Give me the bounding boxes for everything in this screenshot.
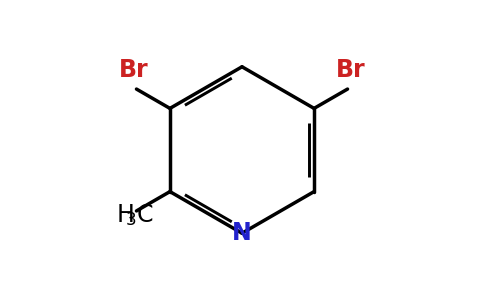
Text: Br: Br xyxy=(336,58,365,82)
Text: 3: 3 xyxy=(125,212,136,230)
Text: Br: Br xyxy=(119,58,148,82)
Text: C: C xyxy=(137,203,153,227)
Text: H: H xyxy=(117,203,135,227)
Text: N: N xyxy=(232,221,252,245)
